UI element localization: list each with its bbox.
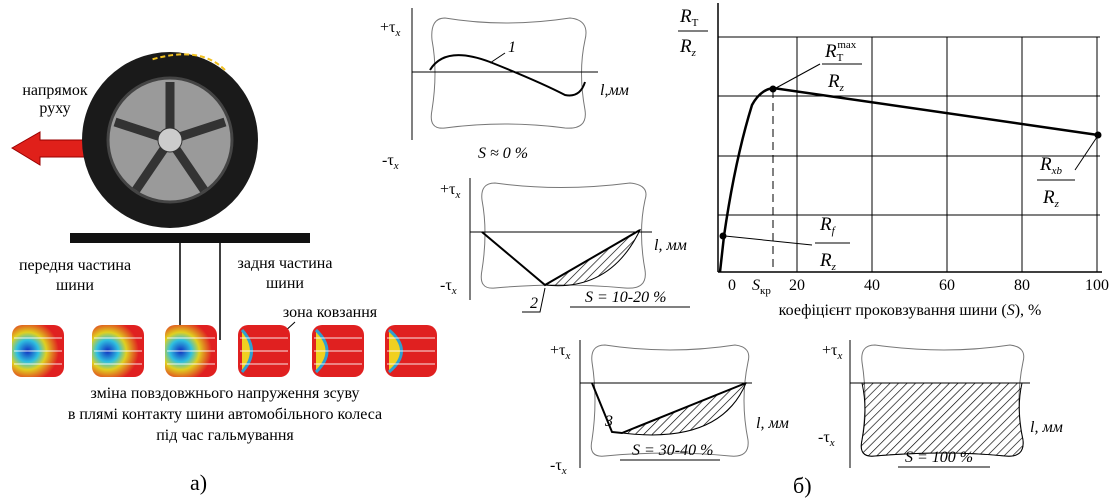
x-tick-label: 80 [1014,277,1030,294]
diagram-4: +τx -τx l, мм S = 100 % [818,340,1063,468]
tau-minus: -τx [550,457,567,477]
slip-label: S = 30-40 % [632,442,713,459]
hub [158,128,182,152]
curve-label: 2 [530,295,538,312]
peak-point [770,86,777,93]
tau-plus: +τx [822,342,842,362]
svg-text:Rz: Rz [819,250,837,273]
contact-patches [12,325,437,377]
l-axis-label: l, мм [654,237,687,254]
svg-text:Rf: Rf [819,214,837,237]
slip-label: S = 10-20 % [585,289,666,306]
tau-plus: +τx [440,181,460,201]
caption: під час гальмування [156,427,294,444]
figure: напрямок руху передня частина шини задня… [0,0,1120,501]
tau-minus: -τx [382,152,399,172]
slip-area [861,383,1023,456]
front-label: шини [56,277,94,294]
direction-label: напрямок [22,82,88,99]
y-label: RT Rz [678,6,708,59]
l-axis-label: l, мм [756,415,789,432]
rxb-point [1095,132,1102,139]
contact-patch [12,325,64,377]
diagram-1: +τx -τx l,мм 1 S ≈ 0 % [380,8,629,172]
slip-label: S ≈ 0 % [478,145,528,162]
tau-minus: -τx [440,277,457,297]
svg-text:Rz: Rz [827,71,845,94]
leader [490,53,505,63]
panel-a: напрямок руху передня частина шини задня… [12,52,437,495]
slip-label: S = 100 % [905,449,973,466]
svg-text:RT: RT [679,6,699,29]
rf-label: Rf Rz [725,214,850,273]
contact-patch [312,325,364,377]
svg-text:RTmax: RTmax [824,39,857,64]
svg-text:Rxb: Rxb [1039,154,1062,177]
panel-label: б) [793,473,812,498]
l-axis-label: l,мм [600,82,629,99]
caption: зміна повздовжнього напруження зсуву [90,385,359,402]
s-critical-label: Sкр [752,277,771,297]
x-tick-label: 60 [939,277,955,294]
slip-chart: RT Rz RTmax Rz Rxb Rz Rf Rz Sкр коефіціє… [678,3,1109,319]
rxb-label: Rxb Rz [1037,137,1097,210]
rear-label: шини [266,275,304,292]
contact-patch [385,325,437,377]
svg-text:Rz: Rz [679,36,697,59]
direction-arrow [12,132,92,165]
ground [70,233,310,243]
contact-patch [238,325,290,377]
x-tick-label: 20 [789,277,805,294]
front-label: передня частина [19,257,131,274]
tau-minus: -τx [818,429,835,449]
rear-label: задня частина [238,255,333,272]
tau-plus: +τx [550,342,570,362]
x-tick-label: 0 [728,277,736,294]
diagram-3: +τx -τx l, мм 3 S = 30-40 % [550,340,789,477]
l-axis-label: l, мм [1030,419,1063,436]
svg-text:Rz: Rz [1042,187,1060,210]
caption: в плямі контакту шини автомобільного кол… [68,406,382,423]
curve-label: 3 [604,413,613,430]
diagram-2: +τx -τx l, мм 2 S = 10-20 % [440,178,690,312]
peak-label: RTmax Rz [776,39,862,94]
contact-patch [92,325,144,377]
panel-label: а) [190,470,207,495]
direction-label: руху [39,100,70,117]
curve-label: 1 [508,39,516,56]
contact-outline [481,183,646,288]
x-axis-label: коефіцієнт проковзування шини (S), % [779,302,1042,319]
slip-zone-label: зона ковзання [283,304,378,321]
x-tick-label: 100 [1085,277,1109,294]
x-tick-label: 40 [864,277,880,294]
contact-patch [165,325,217,377]
contact-outline [431,18,586,128]
tau-plus: +τx [380,19,400,39]
stress-curve [430,55,585,95]
